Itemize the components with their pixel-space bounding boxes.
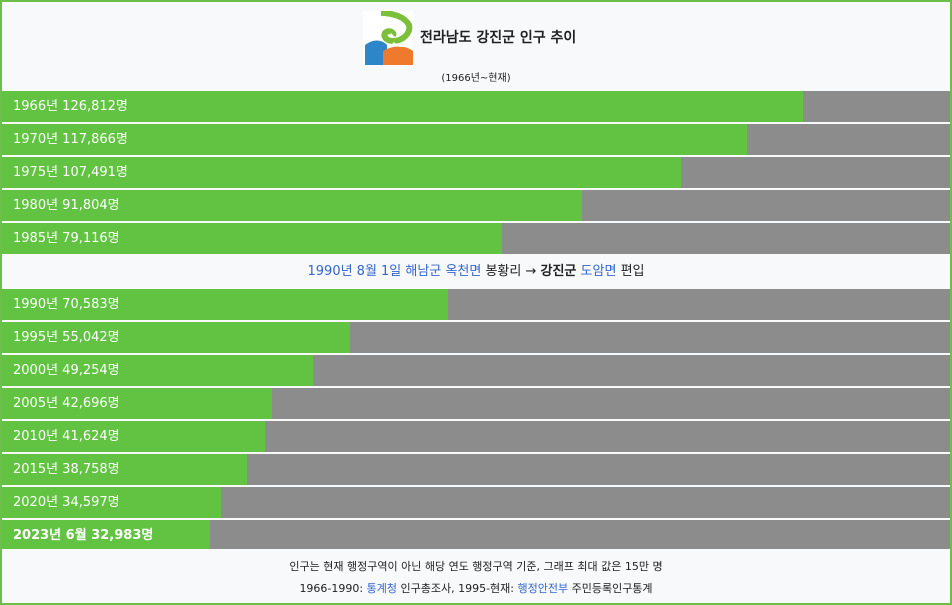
annotation-link[interactable]: 도암면 xyxy=(580,264,617,279)
bar-row: 2020년 34,597명 xyxy=(2,487,950,518)
bar xyxy=(2,124,747,155)
chart-subtitle: (1966년~현재) xyxy=(441,73,511,84)
bar-row: 2023년 6월 32,983명 xyxy=(2,520,950,551)
bar-label: 1990년 70,583명 xyxy=(13,297,120,312)
annotation-link[interactable]: 1990년 8월 1일 xyxy=(307,264,402,279)
bar-label: 2020년 34,597명 xyxy=(13,495,120,510)
bar-label: 2015년 38,758명 xyxy=(13,462,120,477)
bar-row: 1995년 55,042명 xyxy=(2,322,950,353)
annotation-link[interactable]: 옥천면 xyxy=(445,264,482,279)
footer-source-prefix: 1966-1990: xyxy=(299,582,367,595)
bar-label: 1995년 55,042명 xyxy=(13,330,120,345)
footer-source-suffix: 주민등록인구통계 xyxy=(568,582,653,595)
bar-label: 1966년 126,812명 xyxy=(13,99,128,114)
bar-row: 1966년 126,812명 xyxy=(2,91,950,122)
chart-header: 전라남도 강진군 인구 추이 (1966년~현재) xyxy=(2,2,950,91)
chart-title: 전라남도 강진군 인구 추이 xyxy=(420,30,577,46)
bar-label: 1980년 91,804명 xyxy=(13,198,120,213)
ministry-interior-link[interactable]: 행정안전부 xyxy=(517,582,569,595)
bar-row: 1970년 117,866명 xyxy=(2,124,950,155)
bar-row: 1980년 91,804명 xyxy=(2,190,950,221)
bar xyxy=(2,190,582,221)
bar-label: 2000년 49,254명 xyxy=(13,363,120,378)
bar xyxy=(2,91,803,122)
bar xyxy=(2,520,210,551)
bar xyxy=(2,289,448,320)
bar xyxy=(2,487,221,518)
bar-row: 1990년 70,583명 xyxy=(2,289,950,320)
footer-source-middle: 인구총조사, 1995-현재: xyxy=(396,582,518,595)
bar xyxy=(2,157,681,188)
bar xyxy=(2,421,265,452)
annotation-text: 봉황리 → xyxy=(481,264,541,279)
annotation-link[interactable]: 해남군 xyxy=(405,264,442,279)
bar xyxy=(2,355,313,386)
bar-label: 2010년 41,624명 xyxy=(13,429,120,444)
bar-row: 1975년 107,491명 xyxy=(2,157,950,188)
bar-row: 1985년 79,116명 xyxy=(2,223,950,254)
statistics-korea-link[interactable]: 통계청 xyxy=(366,582,397,595)
bar-row: 2000년 49,254명 xyxy=(2,355,950,386)
bar-label: 1970년 117,866명 xyxy=(13,132,128,147)
bar xyxy=(2,454,247,485)
bar-label: 1985년 79,116명 xyxy=(13,231,120,246)
bar xyxy=(2,322,350,353)
bar xyxy=(2,223,502,254)
bar-row: 2005년 42,696명 xyxy=(2,388,950,419)
bar-list: 1966년 126,812명 1970년 117,866명 1975년 107,49… xyxy=(2,91,950,551)
footer-note: 인구는 현재 행정구역이 아닌 해당 연도 행정구역 기준, 그래프 최대 값은… xyxy=(289,560,663,573)
bar-label: 1975년 107,491명 xyxy=(13,165,128,180)
annexation-note: 1990년 8월 1일 해남군 옥천면 봉황리 → 강진군 도암면 편입 xyxy=(2,256,950,287)
chart-footer: 인구는 현재 행정구역이 아닌 해당 연도 행정구역 기준, 그래프 최대 값은… xyxy=(2,549,950,603)
bar-row: 2015년 38,758명 xyxy=(2,454,950,485)
bar-label: 2005년 42,696명 xyxy=(13,396,120,411)
bar-label: 2023년 6월 32,983명 xyxy=(13,528,154,543)
bar-row: 2010년 41,624명 xyxy=(2,421,950,452)
gangjin-logo-icon xyxy=(363,11,413,65)
annotation-text: 강진군 xyxy=(540,264,577,279)
footer-sources: 1966-1990: 통계청 인구총조사, 1995-현재: 행정안전부 주민등… xyxy=(2,580,950,596)
annotation-text: 편입 xyxy=(616,264,645,279)
bar xyxy=(2,388,272,419)
